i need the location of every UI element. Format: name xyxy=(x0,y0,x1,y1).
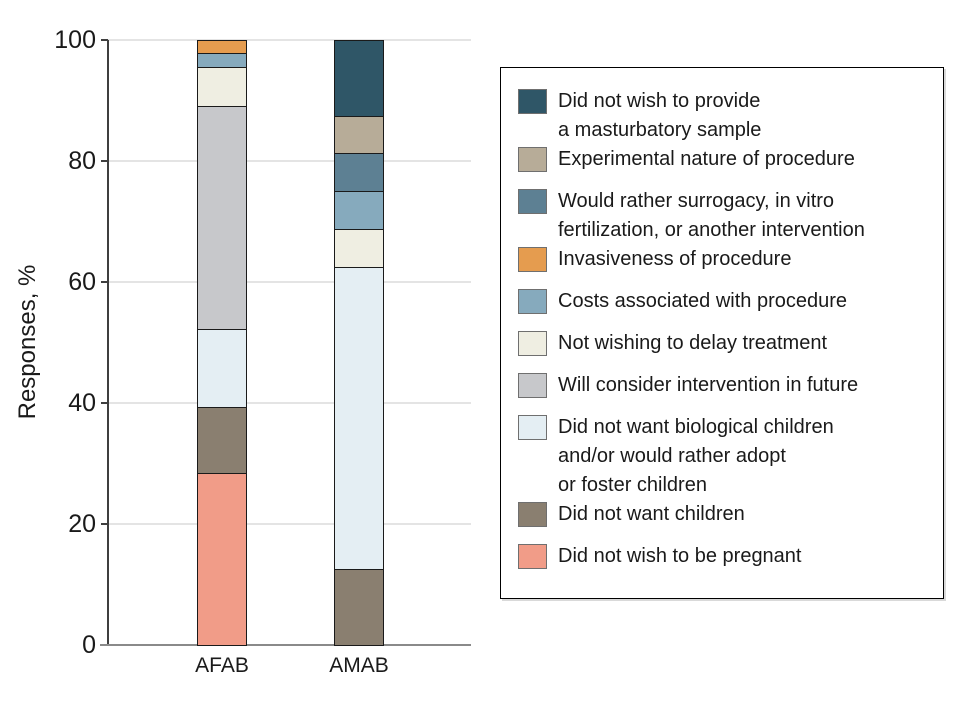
legend-label-7: Did not want biological children and/or … xyxy=(558,416,834,496)
bar-segment-amab-5 xyxy=(335,267,383,570)
bar-segment-afab-4 xyxy=(198,330,246,409)
legend-label-4: Costs associated with procedure xyxy=(558,290,848,312)
legend-item-2: Would rather surrogacy, in vitro fertili… xyxy=(518,187,929,245)
y-tick-60 xyxy=(101,281,108,283)
bar-segment-afab-3 xyxy=(198,106,246,330)
legend-label-0: Did not wish to provide a masturbatory s… xyxy=(558,90,762,141)
legend-swatch-9 xyxy=(518,544,547,569)
bar-segment-amab-2 xyxy=(335,154,383,192)
legend-item-6: Will consider intervention in future xyxy=(518,371,929,400)
gridline-20 xyxy=(108,523,471,525)
bar-segment-afab-1 xyxy=(198,54,246,68)
x-axis-line xyxy=(100,644,471,646)
legend-label-2: Would rather surrogacy, in vitro fertili… xyxy=(558,190,865,241)
legend-item-7: Did not want biological children and/or … xyxy=(518,413,929,500)
legend-label-8: Did not want children xyxy=(558,503,745,525)
y-tick-100 xyxy=(101,39,108,41)
bar-segment-afab-6 xyxy=(198,474,246,645)
bar-segment-amab-0 xyxy=(335,41,383,117)
bar-afab xyxy=(197,40,247,646)
y-tick-label-20: 20 xyxy=(68,510,96,538)
legend-swatch-1 xyxy=(518,147,547,172)
bar-amab xyxy=(334,40,384,646)
legend-item-1: Experimental nature of procedure xyxy=(518,145,929,174)
legend-swatch-5 xyxy=(518,331,547,356)
y-axis-line xyxy=(107,40,109,646)
legend: Did not wish to provide a masturbatory s… xyxy=(500,67,944,599)
legend-item-4: Costs associated with procedure xyxy=(518,287,929,316)
y-tick-label-0: 0 xyxy=(82,631,96,659)
gridline-60 xyxy=(108,281,471,283)
gridline-100 xyxy=(108,39,471,41)
y-tick-20 xyxy=(101,523,108,525)
legend-swatch-0 xyxy=(518,89,547,114)
x-category-label-afab: AFAB xyxy=(195,654,249,677)
y-tick-label-60: 60 xyxy=(68,268,96,296)
legend-item-5: Not wishing to delay treatment xyxy=(518,329,929,358)
legend-swatch-8 xyxy=(518,502,547,527)
legend-label-9: Did not wish to be pregnant xyxy=(558,545,802,567)
bar-segment-amab-4 xyxy=(335,229,383,268)
y-tick-80 xyxy=(101,160,108,162)
legend-label-6: Will consider intervention in future xyxy=(558,374,859,396)
legend-swatch-3 xyxy=(518,247,547,272)
bar-segment-amab-3 xyxy=(335,192,383,230)
legend-label-5: Not wishing to delay treatment xyxy=(558,332,828,354)
bar-segment-amab-6 xyxy=(335,569,383,645)
bar-segment-afab-0 xyxy=(198,41,246,55)
legend-label-3: Invasiveness of procedure xyxy=(558,248,792,270)
y-tick-label-100: 100 xyxy=(54,26,96,54)
gridline-80 xyxy=(108,160,471,162)
bar-segment-afab-5 xyxy=(198,408,246,475)
legend-item-3: Invasiveness of procedure xyxy=(518,245,929,274)
y-tick-label-40: 40 xyxy=(68,389,96,417)
legend-item-8: Did not want children xyxy=(518,500,929,529)
bar-segment-amab-1 xyxy=(335,116,383,155)
legend-label-1: Experimental nature of procedure xyxy=(558,148,855,170)
legend-swatch-2 xyxy=(518,189,547,214)
x-category-label-amab: AMAB xyxy=(329,654,389,677)
bar-segment-afab-2 xyxy=(198,67,246,107)
y-tick-label-80: 80 xyxy=(68,147,96,175)
gridline-40 xyxy=(108,402,471,404)
legend-swatch-4 xyxy=(518,289,547,314)
y-tick-40 xyxy=(101,402,108,404)
legend-item-9: Did not wish to be pregnant xyxy=(518,542,929,571)
legend-item-0: Did not wish to provide a masturbatory s… xyxy=(518,87,929,145)
legend-swatch-7 xyxy=(518,415,547,440)
legend-swatch-6 xyxy=(518,373,547,398)
